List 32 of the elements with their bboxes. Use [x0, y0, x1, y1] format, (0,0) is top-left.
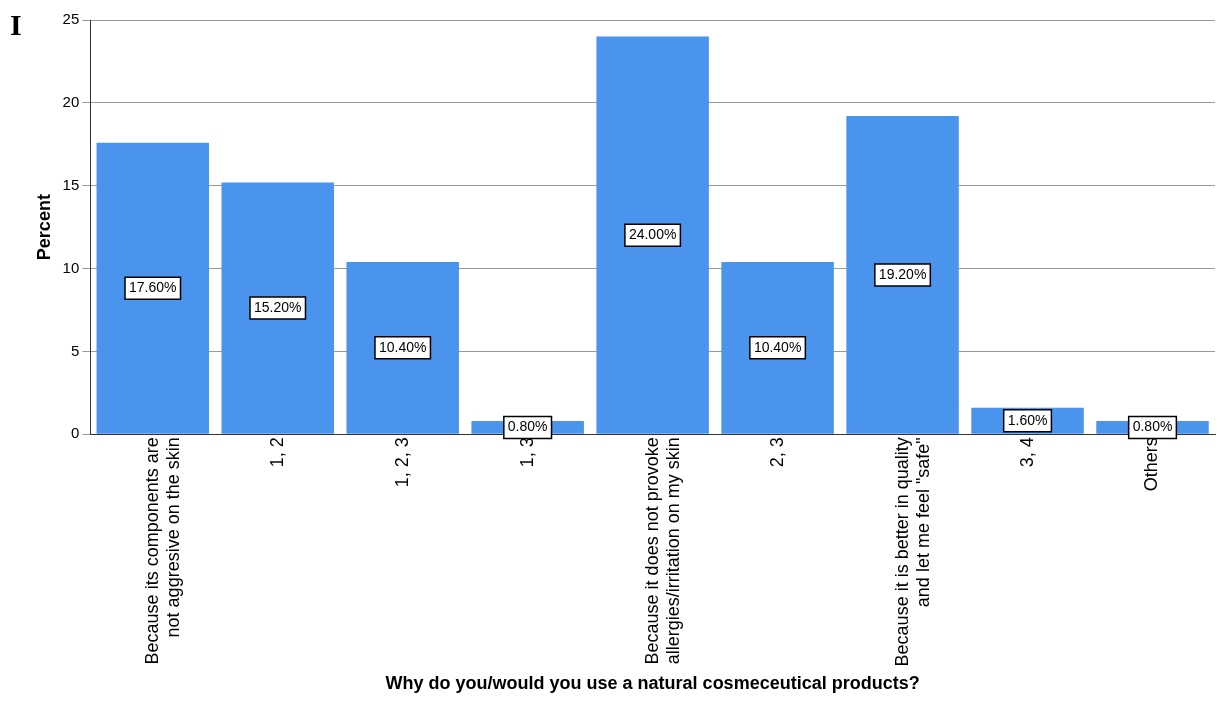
y-axis-title: Percent	[33, 194, 54, 261]
y-tick-label: 20	[62, 93, 80, 110]
data-label: 0.80%	[507, 418, 548, 435]
y-tick-label: 25	[62, 10, 80, 28]
x-axis-title: Why do you/would you use a natural cosmeceutical products?	[385, 673, 920, 694]
x-tick-label: 1, 2	[266, 437, 287, 468]
y-tick-label: 0	[70, 424, 80, 442]
x-tick-label: 3, 4	[1016, 437, 1037, 468]
y-tick-label: 15	[62, 175, 80, 193]
data-label: 0.80%	[1132, 418, 1173, 435]
y-tick-label: 5	[70, 341, 80, 359]
data-label: 1.60%	[1007, 411, 1048, 428]
bar	[721, 261, 834, 434]
bar	[596, 36, 709, 434]
x-tick-label: Because it does not provoke allergies/irritation on my skin	[641, 437, 684, 665]
bar	[96, 142, 210, 434]
data-label: 19.20%	[878, 265, 927, 282]
y-tick-label: 10	[62, 258, 80, 276]
x-tick-label: Others	[1141, 437, 1162, 492]
data-label: 17.60%	[129, 279, 177, 296]
data-label: 24.00%	[628, 226, 677, 243]
data-label: 15.20%	[253, 298, 302, 315]
data-label: 10.40%	[378, 338, 427, 355]
x-tick-label: Because its components are not aggresive on the skin	[141, 437, 184, 665]
x-tick-label: 2, 3	[766, 437, 787, 468]
text: I	[10, 8, 22, 42]
x-tick-label: Because it is better in quality and let me feel "safe"	[891, 437, 934, 667]
bar	[221, 182, 334, 434]
data-label: 10.40%	[753, 338, 802, 355]
bar	[346, 261, 459, 434]
bar	[846, 116, 959, 434]
x-tick-label: 1, 2, 3	[391, 437, 412, 488]
